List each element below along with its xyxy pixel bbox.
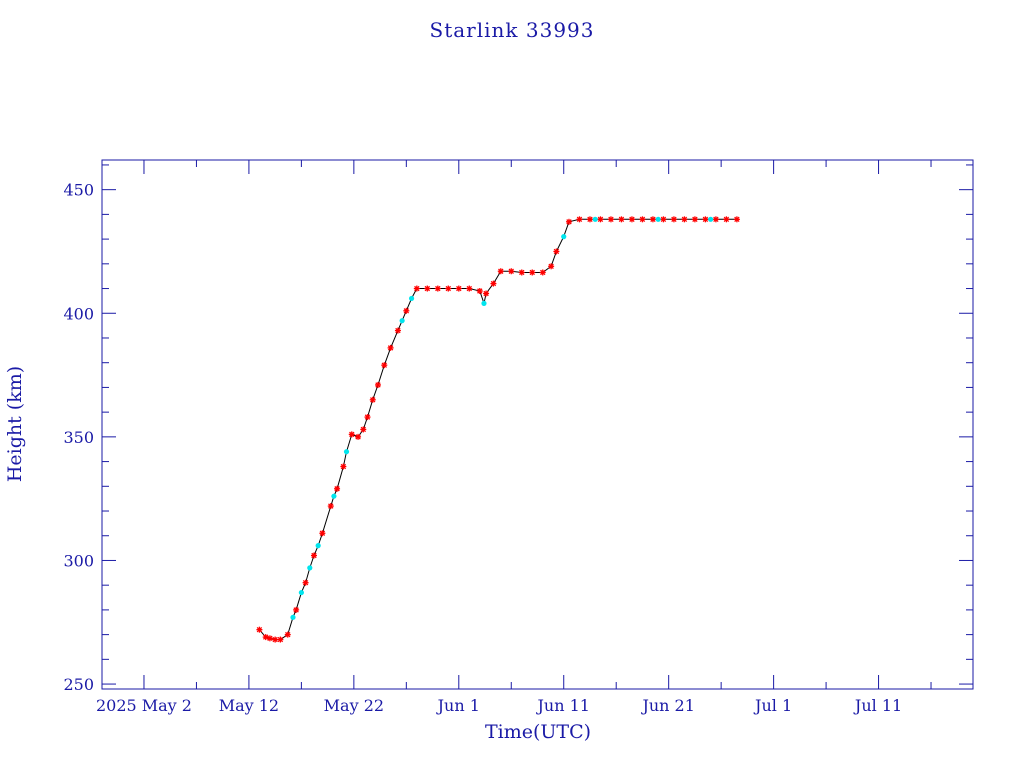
y-tick-label: 350 (63, 428, 94, 447)
data-point-star (272, 636, 279, 643)
data-point-star (576, 216, 583, 223)
x-tick-label: Jun 1 (436, 696, 480, 715)
data-point-star (302, 579, 309, 586)
data-point-star (553, 248, 560, 255)
data-point-star (340, 463, 347, 470)
x-tick-label: May 22 (324, 696, 384, 715)
data-point-star (618, 216, 625, 223)
data-point-star (670, 216, 677, 223)
data-point-star (360, 426, 367, 433)
data-point-star (508, 268, 515, 275)
data-point-star (319, 530, 326, 537)
data-point-star (466, 285, 473, 292)
y-tick-label: 400 (63, 304, 94, 323)
data-point-star (529, 269, 536, 276)
data-point-dot (481, 300, 487, 306)
data-point-star (548, 263, 555, 270)
series-line (259, 218, 737, 641)
y-axis: 250 300 350 400 450 (63, 164, 973, 694)
data-point-dot (307, 565, 313, 571)
data-point-star (455, 285, 462, 292)
data-point-star (476, 288, 483, 295)
y-tick-label: 250 (63, 675, 94, 694)
data-point-star (445, 285, 452, 292)
data-point-star (497, 268, 504, 275)
data-point-star (403, 307, 410, 314)
data-point-star (394, 327, 401, 334)
y-axis-label: Height (km) (4, 366, 26, 482)
x-tick-label: Jun 11 (536, 696, 590, 715)
x-tick-label: May 12 (219, 696, 279, 715)
data-point-dot (343, 449, 350, 455)
data-point-dot (290, 614, 296, 620)
data-point-dot (331, 493, 337, 499)
data-point-dot (561, 234, 567, 240)
data-point-dot (399, 318, 405, 324)
data-point-star (597, 216, 604, 223)
data-point-star (424, 285, 431, 292)
data-point-star (712, 216, 719, 223)
chart-title: Starlink 33993 (430, 18, 595, 42)
data-point-star (607, 216, 614, 223)
data-point-star (284, 631, 291, 638)
data-point-star (628, 216, 635, 223)
markers-group (256, 216, 740, 643)
x-axis-label: Time(UTC) (485, 721, 591, 743)
data-point-star (660, 216, 667, 223)
data-point-star (355, 433, 362, 440)
data-point-star (374, 381, 381, 388)
x-tick-label: Jul 11 (853, 696, 902, 715)
data-point-star (334, 485, 341, 492)
data-point-star (369, 396, 376, 403)
data-point-star (381, 362, 388, 369)
data-point-star (483, 290, 490, 297)
plot-frame (101, 159, 974, 690)
data-point-star (702, 216, 709, 223)
y-tick-label: 300 (63, 551, 94, 570)
data-point-star (565, 218, 572, 225)
data-point-dot (592, 216, 598, 222)
data-point-star (649, 216, 656, 223)
data-point-star (364, 414, 371, 421)
data-point-dot (315, 543, 321, 549)
data-point-star (490, 280, 497, 287)
data-point-dot (408, 295, 415, 302)
data-point-star (348, 431, 355, 438)
x-tick-label: Jul 1 (753, 696, 792, 715)
data-point-star (723, 216, 730, 223)
data-point-star (413, 285, 420, 292)
data-point-star (266, 635, 273, 642)
x-tick-label: Jun 21 (640, 696, 694, 715)
data-point-star (691, 216, 698, 223)
data-point-star (539, 269, 546, 276)
data-point-star (434, 285, 441, 292)
data-point-star (293, 606, 300, 613)
data-point-star (256, 626, 263, 633)
data-point-star (586, 216, 593, 223)
data-point-star (387, 344, 394, 351)
data-point-star (310, 552, 317, 559)
x-tick-label: 2025 May 2 (96, 696, 192, 715)
data-point-star (277, 636, 284, 643)
data-point-dot (708, 216, 714, 222)
series-line-group (259, 218, 737, 641)
x-axis: 2025 May 2 May 12 May 22 Jun 1 Jun 11 Jun 21 J… (96, 160, 932, 715)
y-tick-label: 450 (63, 181, 94, 200)
data-point-star (639, 216, 646, 223)
data-point-dot (298, 589, 304, 596)
data-point-dot (655, 216, 661, 222)
data-point-star (327, 503, 334, 510)
data-point-star (681, 216, 688, 223)
data-point-star (518, 269, 525, 276)
data-point-star (733, 216, 740, 223)
